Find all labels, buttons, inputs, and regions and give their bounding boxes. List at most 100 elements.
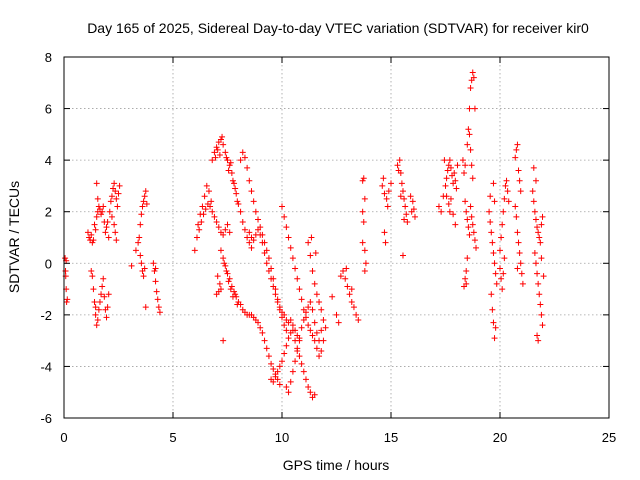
data-point: [399, 188, 406, 195]
data-point: [409, 198, 416, 205]
data-point: [191, 247, 198, 254]
data-point: [487, 219, 494, 226]
data-point: [261, 249, 268, 256]
data-point: [468, 162, 475, 169]
data-point: [515, 239, 522, 246]
data-point: [499, 221, 506, 228]
data-point: [499, 286, 506, 293]
data-point: [490, 319, 497, 326]
data-point: [379, 182, 386, 189]
data-point: [530, 198, 537, 205]
data-point: [222, 262, 229, 269]
data-point: [104, 304, 111, 311]
data-point: [287, 317, 294, 324]
data-point: [501, 195, 508, 202]
data-point: [220, 337, 227, 344]
x-axis-label: GPS time / hours: [283, 457, 390, 473]
data-point: [491, 198, 498, 205]
data-point: [228, 170, 235, 177]
data-point: [333, 311, 340, 318]
data-point: [283, 327, 290, 334]
data-point: [531, 208, 538, 215]
data-point: [151, 268, 158, 275]
data-point: [401, 216, 408, 223]
data-point: [452, 221, 459, 228]
data-point: [309, 332, 316, 339]
data-point: [195, 221, 202, 228]
data-point: [311, 391, 318, 398]
data-point: [136, 234, 143, 241]
data-point: [234, 198, 241, 205]
data-point: [514, 141, 521, 148]
data-point: [312, 249, 319, 256]
data-point: [237, 157, 244, 164]
data-point: [453, 185, 460, 192]
data-point: [361, 195, 368, 202]
data-point: [104, 219, 111, 226]
data-point: [468, 213, 475, 220]
data-point: [215, 224, 222, 231]
data-point: [62, 268, 69, 275]
data-point: [156, 309, 163, 316]
data-point: [294, 275, 301, 282]
data-point: [466, 105, 473, 112]
data-point: [231, 288, 238, 295]
data-point: [534, 270, 541, 277]
data-point: [318, 347, 325, 354]
data-point: [514, 265, 521, 272]
data-point: [89, 239, 96, 246]
y-tick-label: 6: [45, 102, 52, 117]
data-point: [90, 286, 97, 293]
data-point: [503, 177, 510, 184]
data-point: [92, 304, 99, 311]
data-point: [505, 198, 512, 205]
x-tick-label: 10: [275, 430, 289, 445]
data-point: [100, 203, 107, 210]
data-point: [504, 188, 511, 195]
data-point: [401, 195, 408, 202]
data-point: [285, 389, 292, 396]
data-point: [384, 203, 391, 210]
data-point: [246, 239, 253, 246]
data-point: [232, 185, 239, 192]
data-point: [142, 188, 149, 195]
data-point: [272, 373, 279, 380]
data-point: [225, 278, 232, 285]
data-point: [227, 159, 234, 166]
data-point: [270, 283, 277, 290]
data-point: [217, 286, 224, 293]
data-point: [198, 219, 205, 226]
data-point: [296, 335, 303, 342]
data-point: [142, 304, 149, 311]
data-point: [491, 260, 498, 267]
data-point: [300, 368, 307, 375]
data-point: [464, 141, 471, 148]
data-point: [228, 283, 235, 290]
data-point: [255, 216, 262, 223]
data-point: [311, 280, 318, 287]
data-point: [359, 239, 366, 246]
data-point: [289, 322, 296, 329]
x-tick-label: 15: [384, 430, 398, 445]
data-point: [281, 350, 288, 357]
data-point: [497, 265, 503, 272]
data-point: [270, 366, 277, 373]
data-point: [464, 255, 471, 262]
data-point: [381, 229, 388, 236]
data-point: [535, 229, 542, 236]
data-point: [465, 224, 472, 231]
data-point: [276, 304, 283, 311]
data-point: [140, 198, 147, 205]
data-point: [132, 247, 139, 254]
data-point: [98, 211, 105, 218]
data-point: [292, 337, 299, 344]
data-point: [257, 231, 264, 238]
data-point: [490, 249, 497, 256]
data-point: [139, 203, 146, 210]
data-point: [399, 252, 406, 259]
data-point: [259, 239, 266, 246]
data-point: [219, 133, 226, 140]
data-point: [155, 304, 162, 311]
data-point: [451, 170, 458, 177]
data-point: [241, 226, 248, 233]
